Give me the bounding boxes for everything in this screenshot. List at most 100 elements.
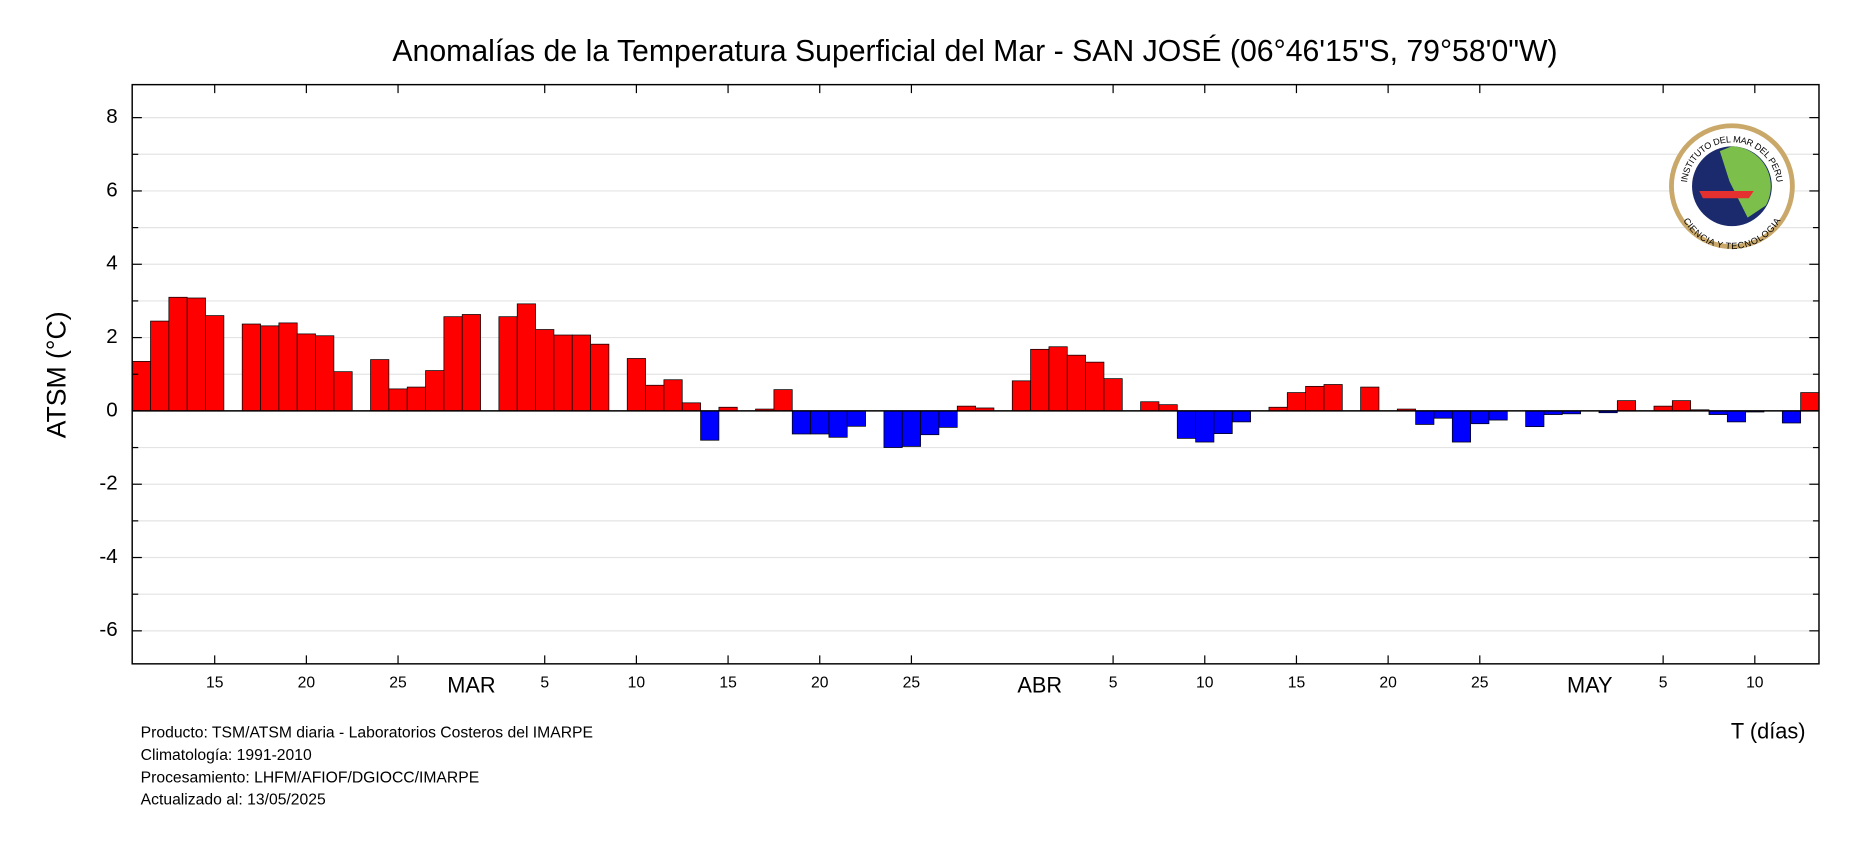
bar [132, 361, 151, 412]
bar [1616, 400, 1637, 412]
bar [1048, 346, 1068, 412]
x-tick-label: 15 [206, 674, 224, 691]
bar [1158, 404, 1178, 412]
bar [388, 388, 408, 412]
y-tick-label: 2 [106, 325, 117, 348]
bar [938, 410, 958, 428]
bar [1213, 410, 1233, 434]
x-tick-label: 25 [1471, 674, 1489, 691]
bar [278, 322, 298, 412]
y-tick-label: 0 [106, 398, 117, 421]
bar [1525, 410, 1545, 428]
bar [1470, 410, 1490, 425]
footer-line: Actualizado al: 13/05/2025 [141, 792, 326, 809]
footer-line: Producto: TSM/ATSM diaria - Laboratorios… [141, 725, 593, 742]
bar [626, 358, 646, 412]
bar [1011, 380, 1031, 412]
bar [681, 402, 701, 412]
y-tick-label: -6 [99, 618, 117, 641]
x-tick-label: 20 [298, 674, 316, 691]
x-tick-label: MAY [1567, 673, 1613, 698]
bar [150, 320, 170, 412]
bar [901, 410, 921, 447]
bar [461, 314, 481, 412]
bar [516, 303, 536, 412]
bar [1195, 410, 1215, 443]
footer-line: Climatología: 1991-2010 [141, 747, 312, 764]
x-tick-label: 15 [719, 674, 737, 691]
plot-frame [131, 83, 1820, 665]
y-tick-label: 6 [106, 178, 117, 201]
bar [571, 334, 591, 412]
chart-title: Anomalías de la Temperatura Superficial … [392, 35, 1557, 68]
y-tick-label: 4 [106, 252, 117, 275]
y-tick-label: -4 [99, 545, 117, 568]
bar [553, 334, 573, 412]
bar [828, 410, 848, 438]
bar [1726, 410, 1747, 423]
bar [1671, 400, 1692, 412]
x-tick-label: 5 [540, 674, 549, 691]
x-tick-label: 25 [389, 674, 407, 691]
bar [498, 316, 518, 412]
x-tick-label: 10 [1746, 674, 1764, 691]
bar [1286, 392, 1306, 412]
y-tick-label: 8 [106, 105, 117, 128]
bar [1360, 386, 1380, 412]
bar [1030, 348, 1050, 412]
bar [1415, 410, 1435, 425]
footer-line: Procesamiento: LHFM/AFIOF/DGIOCC/IMARPE [141, 769, 480, 786]
bar [883, 410, 903, 448]
x-axis-label: T (días) [1731, 719, 1806, 744]
bar [425, 370, 445, 412]
bar [791, 410, 811, 435]
bar [645, 384, 665, 412]
x-tick-label: 10 [628, 674, 646, 691]
bar [1066, 354, 1086, 412]
bar [1323, 384, 1343, 412]
logo: INSTITUTO DEL MAR DEL PERU CIENCIA Y TEC… [1669, 123, 1795, 252]
x-tick-label: 20 [1379, 674, 1397, 691]
bar [333, 371, 353, 412]
bar [1800, 392, 1819, 412]
logo-ship [1699, 191, 1754, 199]
bar [370, 359, 390, 412]
bar [1231, 410, 1251, 423]
bar [846, 410, 866, 427]
y-tick-label: -2 [99, 472, 117, 495]
bar [260, 325, 280, 412]
bar [1781, 410, 1802, 424]
x-tick-label: 5 [1109, 674, 1118, 691]
bar [168, 296, 188, 412]
bar [535, 329, 555, 412]
bar [1305, 385, 1325, 412]
bar [1085, 361, 1105, 412]
bar [1140, 401, 1160, 412]
x-tick-label: 5 [1659, 674, 1668, 691]
y-axis-label: ATSM (°C) [41, 311, 71, 438]
bar [1176, 410, 1196, 439]
x-tick-label: ABR [1017, 673, 1062, 698]
bar [773, 389, 793, 412]
x-tick-label: MAR [447, 673, 495, 698]
bar [810, 410, 830, 435]
bar [443, 316, 463, 412]
bar [920, 410, 940, 436]
bar [663, 379, 683, 412]
bar [700, 410, 720, 441]
x-tick-label: 10 [1196, 674, 1214, 691]
bar [296, 333, 316, 412]
bar [1488, 410, 1508, 421]
x-tick-label: 25 [903, 674, 921, 691]
bar [205, 315, 225, 412]
x-tick-label: 15 [1288, 674, 1306, 691]
bar [406, 386, 426, 412]
bar [1103, 378, 1123, 412]
bar [241, 323, 261, 412]
x-tick-label: 20 [811, 674, 829, 691]
bar [1433, 410, 1453, 419]
bar [1451, 410, 1471, 443]
logo-map [1719, 146, 1771, 218]
bar [186, 297, 206, 412]
